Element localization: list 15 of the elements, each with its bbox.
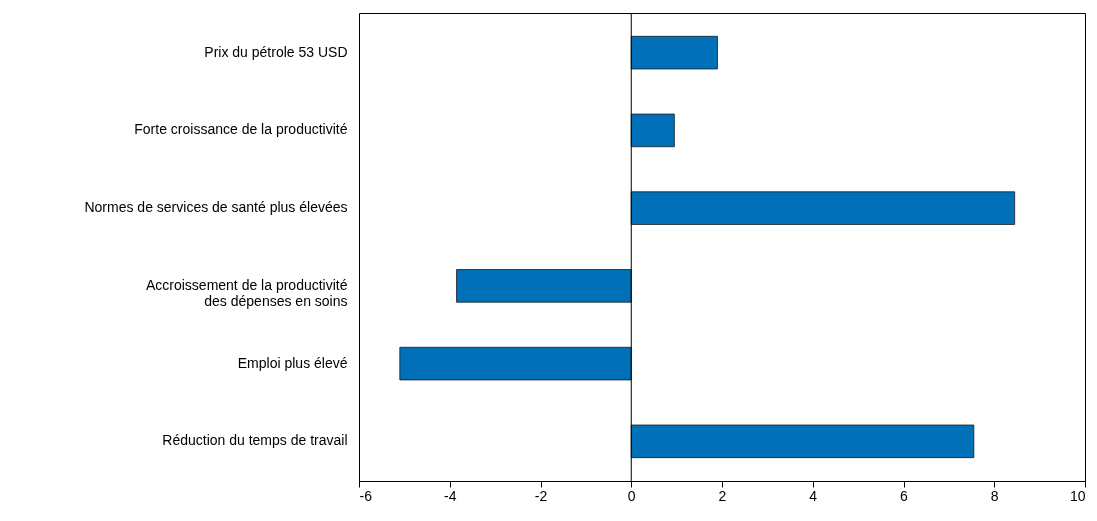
x-tick-label: 0: [627, 487, 636, 504]
y-tick-label: Normes de services de santé plus élevées: [84, 199, 348, 216]
x-tick-label: 6: [900, 487, 909, 504]
y-tick-label: Accroissement de la productivité des dépenses en soins: [145, 276, 348, 309]
x-tick-label: -2: [534, 487, 548, 504]
x-tick-label: -4: [444, 487, 457, 504]
x-tick-label: -6: [359, 487, 373, 504]
y-tick-label: Forte croissance de la productivité: [134, 121, 348, 138]
y-tick-label: Emploi plus élevé: [237, 354, 348, 371]
y-tick-label: Réduction du temps de travail: [162, 432, 348, 449]
x-tick-label: 10: [1069, 487, 1086, 504]
x-tick-label: 4: [809, 487, 818, 504]
y-tick-label: Prix du pétrole 53 USD: [204, 43, 348, 60]
x-tick-label: 2: [718, 487, 727, 504]
x-tick-label: 8: [990, 487, 999, 504]
